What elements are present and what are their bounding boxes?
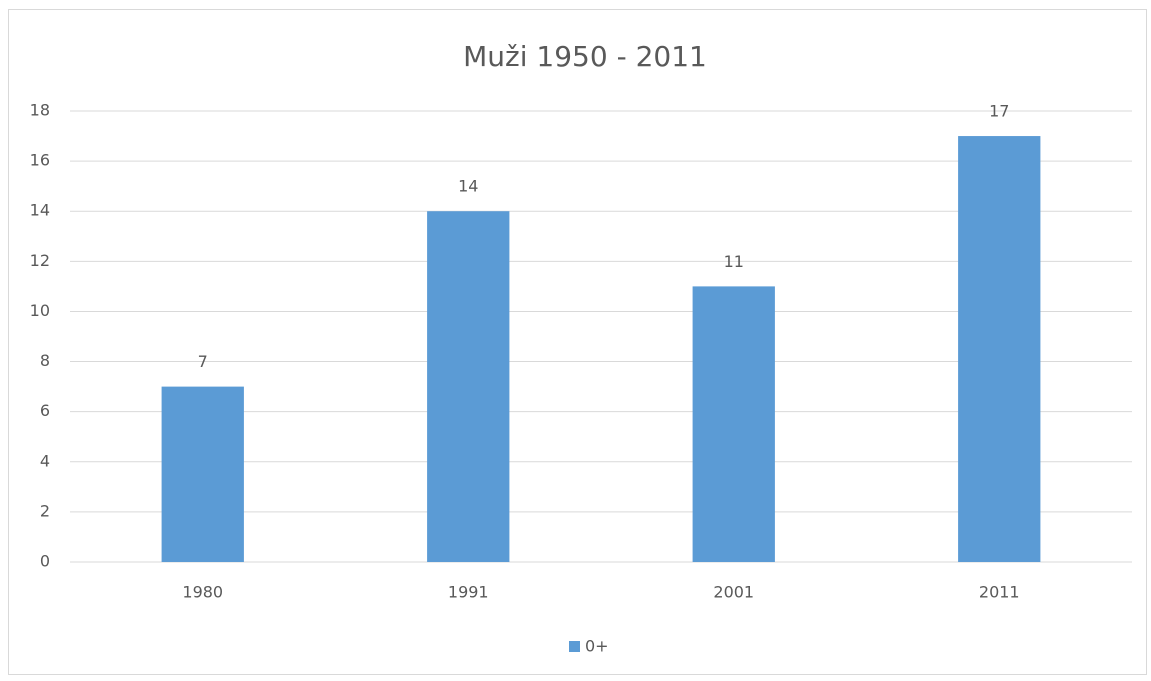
y-tick-label: 14 xyxy=(30,201,50,220)
bar xyxy=(692,286,775,562)
data-label: 11 xyxy=(724,252,744,271)
legend-label: 0+ xyxy=(585,637,609,656)
data-label: 17 xyxy=(989,102,1009,121)
y-tick-label: 16 xyxy=(30,151,50,170)
chart-border xyxy=(8,9,1147,675)
y-tick-label: 2 xyxy=(40,501,50,520)
y-tick-label: 18 xyxy=(30,101,50,120)
bar xyxy=(161,386,244,562)
legend-swatch xyxy=(569,641,580,652)
data-label: 7 xyxy=(198,352,208,371)
y-tick-label: 8 xyxy=(40,351,50,370)
bar xyxy=(958,136,1041,563)
y-tick-label: 4 xyxy=(40,451,50,470)
y-tick-label: 0 xyxy=(40,552,50,571)
bar xyxy=(427,211,510,562)
y-tick-label: 10 xyxy=(30,301,50,320)
x-tick-label: 1991 xyxy=(448,583,489,602)
chart-title: Muži 1950 - 2011 xyxy=(463,40,707,73)
y-tick-label: 12 xyxy=(30,251,50,270)
x-tick-label: 2001 xyxy=(713,583,754,602)
x-tick-label: 1980 xyxy=(182,583,223,602)
x-tick-label: 2011 xyxy=(979,583,1020,602)
data-label: 14 xyxy=(458,177,478,196)
y-tick-label: 6 xyxy=(40,401,50,420)
